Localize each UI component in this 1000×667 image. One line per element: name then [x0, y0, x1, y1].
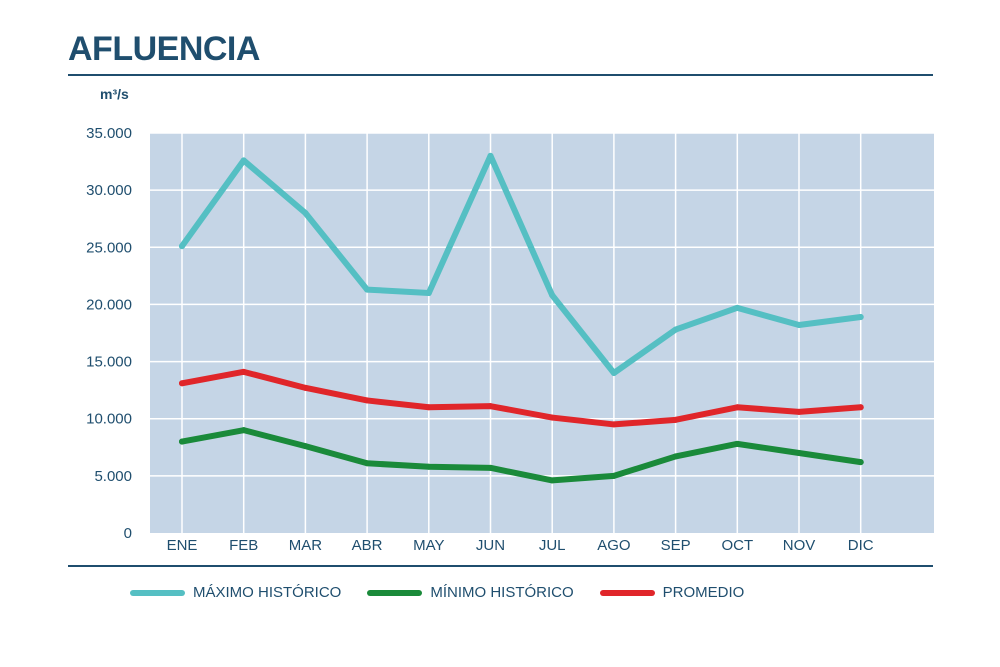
- x-tick-label: ENE: [167, 537, 198, 554]
- y-tick-label: 25.000: [86, 239, 132, 256]
- x-tick-label: MAY: [413, 537, 444, 554]
- data-point: [610, 472, 617, 479]
- data-point: [302, 384, 309, 391]
- x-tick-label: DIC: [848, 537, 874, 554]
- y-tick-label: 15.000: [86, 354, 132, 371]
- data-point: [425, 463, 432, 470]
- data-point: [240, 427, 247, 434]
- plot-area: [150, 133, 934, 533]
- data-point: [672, 453, 679, 460]
- data-point: [487, 152, 494, 159]
- data-point: [549, 292, 556, 299]
- data-point: [179, 380, 185, 387]
- data-point: [364, 397, 371, 404]
- data-point: [364, 286, 371, 293]
- x-axis-ticks: ENE FEB MAR ABR MAY JUN JUL AGO SEP OCT NOV DIC: [167, 537, 874, 554]
- y-tick-label: 5.000: [94, 468, 132, 485]
- data-point: [796, 450, 802, 456]
- data-point: [425, 404, 432, 411]
- x-tick-label: OCT: [721, 537, 753, 554]
- data-point: [857, 459, 864, 466]
- data-point: [240, 157, 247, 164]
- y-tick-label: 20.000: [86, 296, 132, 313]
- legend-label-max: MÁXIMO HISTÓRICO: [193, 584, 342, 601]
- data-point: [734, 404, 741, 411]
- legend-swatch-min: [367, 589, 423, 596]
- y-axis-unit-label: m³/s: [100, 86, 129, 102]
- data-point: [610, 370, 617, 376]
- data-point: [672, 326, 679, 333]
- data-point: [734, 440, 741, 447]
- x-tick-label: JUL: [539, 537, 566, 554]
- data-point: [734, 304, 741, 311]
- title-divider: [68, 74, 933, 76]
- legend-item-avg: PROMEDIO: [599, 584, 745, 601]
- y-tick-label: 0: [124, 525, 132, 542]
- y-tick-label: 10.000: [86, 411, 132, 428]
- chart-title: AFLUENCIA: [68, 30, 260, 68]
- data-point: [302, 210, 309, 216]
- data-point: [549, 477, 556, 484]
- series-lines: [179, 152, 864, 484]
- data-point: [179, 243, 185, 250]
- y-tick-label: 30.000: [86, 182, 132, 199]
- data-point: [549, 414, 556, 421]
- x-tick-label: SEP: [661, 537, 691, 554]
- x-tick-label: JUN: [476, 537, 505, 554]
- legend-divider: [68, 565, 933, 567]
- legend: MÁXIMO HISTÓRICO MÍNIMO HISTÓRICO PROMED…: [130, 584, 744, 601]
- legend-label-avg: PROMEDIO: [662, 584, 745, 601]
- series-line-promedio: [179, 368, 864, 428]
- legend-swatch-avg: [599, 589, 655, 596]
- legend-item-min: MÍNIMO HISTÓRICO: [367, 584, 574, 601]
- data-point: [302, 443, 309, 450]
- x-tick-label: AGO: [597, 537, 630, 554]
- y-tick-label: 35.000: [86, 125, 132, 142]
- x-tick-label: ABR: [352, 537, 383, 554]
- data-point: [487, 464, 494, 471]
- y-axis-ticks: 0 5.000 10.000 15.000 20.000 25.000 30.000 35.0…: [86, 125, 132, 542]
- data-point: [425, 290, 432, 296]
- data-point: [796, 322, 802, 328]
- series-line-minimo: [179, 427, 864, 484]
- data-point: [364, 460, 371, 467]
- legend-swatch-max: [130, 589, 185, 596]
- data-point: [672, 416, 679, 423]
- x-tick-label: FEB: [229, 537, 258, 554]
- data-point: [240, 368, 247, 375]
- legend-label-min: MÍNIMO HISTÓRICO: [430, 584, 574, 601]
- series-line-maximo: [179, 152, 864, 376]
- data-point: [857, 314, 864, 320]
- x-tick-label: MAR: [289, 537, 323, 554]
- data-point: [796, 408, 802, 415]
- data-point: [610, 421, 617, 428]
- legend-item-max: MÁXIMO HISTÓRICO: [130, 584, 341, 601]
- data-point: [179, 438, 185, 445]
- data-point: [857, 404, 864, 411]
- data-point: [487, 403, 494, 410]
- x-tick-label: NOV: [783, 537, 816, 554]
